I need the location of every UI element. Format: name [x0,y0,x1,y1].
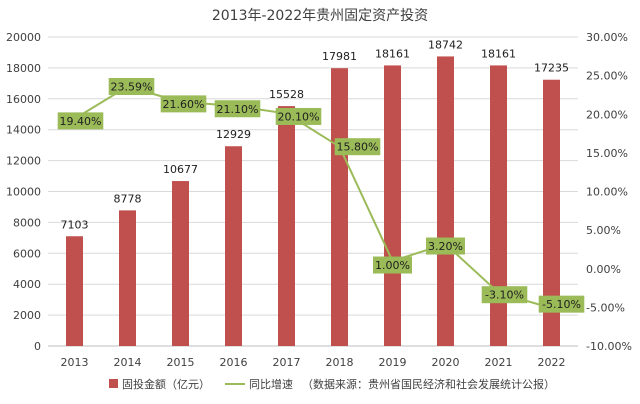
right-axis-tick-label: 25.00% [586,70,628,83]
bar-value-label: 10677 [163,163,198,176]
bar [66,236,83,346]
right-axis-tick-label: 5.00% [586,224,621,237]
growth-value-label: -5.10% [542,298,581,311]
bar [225,146,242,346]
bar [278,106,295,346]
chart-title: 2013年-2022年贵州固定资产投资 [212,8,428,24]
left-axis-tick-label: 20000 [6,31,41,44]
left-axis-tick-label: 0 [34,340,41,353]
x-axis-tick-label: 2022 [538,356,566,369]
growth-value-label: 21.10% [217,103,259,116]
x-axis-tick-label: 2021 [485,356,513,369]
left-axis-tick-label: 6000 [13,247,41,260]
x-axis-tick-label: 2016 [220,356,248,369]
left-axis-tick-label: 8000 [13,216,41,229]
growth-value-label: 20.10% [278,110,320,123]
right-axis-tick-label: 10.00% [586,186,628,199]
growth-label-box [538,295,585,313]
bar [437,56,454,347]
bar-value-label: 18161 [375,47,410,60]
legend-label-bar: 固投金额（亿元） [122,377,210,391]
left-axis-tick-label: 10000 [6,186,41,199]
growth-label-box [214,100,261,118]
growth-value-label: -3.10% [485,289,524,302]
bar-value-label: 17235 [534,62,569,75]
growth-value-label: 19.40% [60,115,102,128]
right-axis-tick-label: 30.00% [586,31,628,44]
bar-value-label: 12929 [216,128,251,141]
legend-label-line: 同比增速 [249,377,293,391]
growth-label-box [108,78,155,96]
x-axis-tick-label: 2019 [379,356,407,369]
bar-value-label: 18161 [481,47,516,60]
bar [331,68,348,347]
x-axis-tick-label: 2018 [326,356,354,369]
left-axis-tick-label: 2000 [13,309,41,322]
bar-value-label: 8778 [114,192,142,205]
growth-label-box [481,286,528,304]
bar-value-label: 18742 [428,38,463,51]
x-axis-tick-label: 2014 [114,356,142,369]
bar-value-label: 17981 [322,50,357,63]
right-axis-tick-label: -5.00% [586,301,625,314]
right-axis-tick-label: -10.00% [586,340,632,353]
growth-value-label: 15.80% [337,141,379,154]
bar [172,181,189,346]
left-axis-tick-label: 4000 [13,278,41,291]
x-axis-tick-label: 2017 [273,356,301,369]
x-axis-tick-label: 2015 [167,356,195,369]
bar [119,210,136,346]
right-axis-tick-label: 0.00% [586,263,621,276]
legend-source-note: （数据来源：贵州省国民经济和社会发展统计公报） [302,377,555,391]
growth-value-label: 21.60% [163,98,205,111]
growth-label-box [426,237,465,255]
left-axis-tick-label: 12000 [6,155,41,168]
bar [490,65,507,347]
bar-value-label: 15528 [269,88,304,101]
bar [543,79,560,347]
growth-value-label: 3.20% [428,240,463,253]
bar [384,65,401,347]
growth-label-box [373,256,412,274]
left-axis-tick-label: 16000 [6,93,41,106]
x-axis-tick-label: 2020 [432,356,460,369]
right-axis-tick-label: 15.00% [586,147,628,160]
growth-label-box [160,95,207,113]
growth-label-box [334,138,381,156]
legend-swatch-bar [109,379,118,388]
bar-value-label: 7103 [61,218,89,231]
growth-label-box [275,107,322,125]
right-axis-tick-label: 20.00% [586,108,628,121]
growth-value-label: 23.59% [111,81,153,94]
left-axis-tick-label: 14000 [6,124,41,137]
growth-label-box [57,112,104,130]
x-axis-tick-label: 2013 [61,356,89,369]
growth-value-label: 1.00% [375,259,410,272]
left-axis-tick-label: 18000 [6,62,41,75]
